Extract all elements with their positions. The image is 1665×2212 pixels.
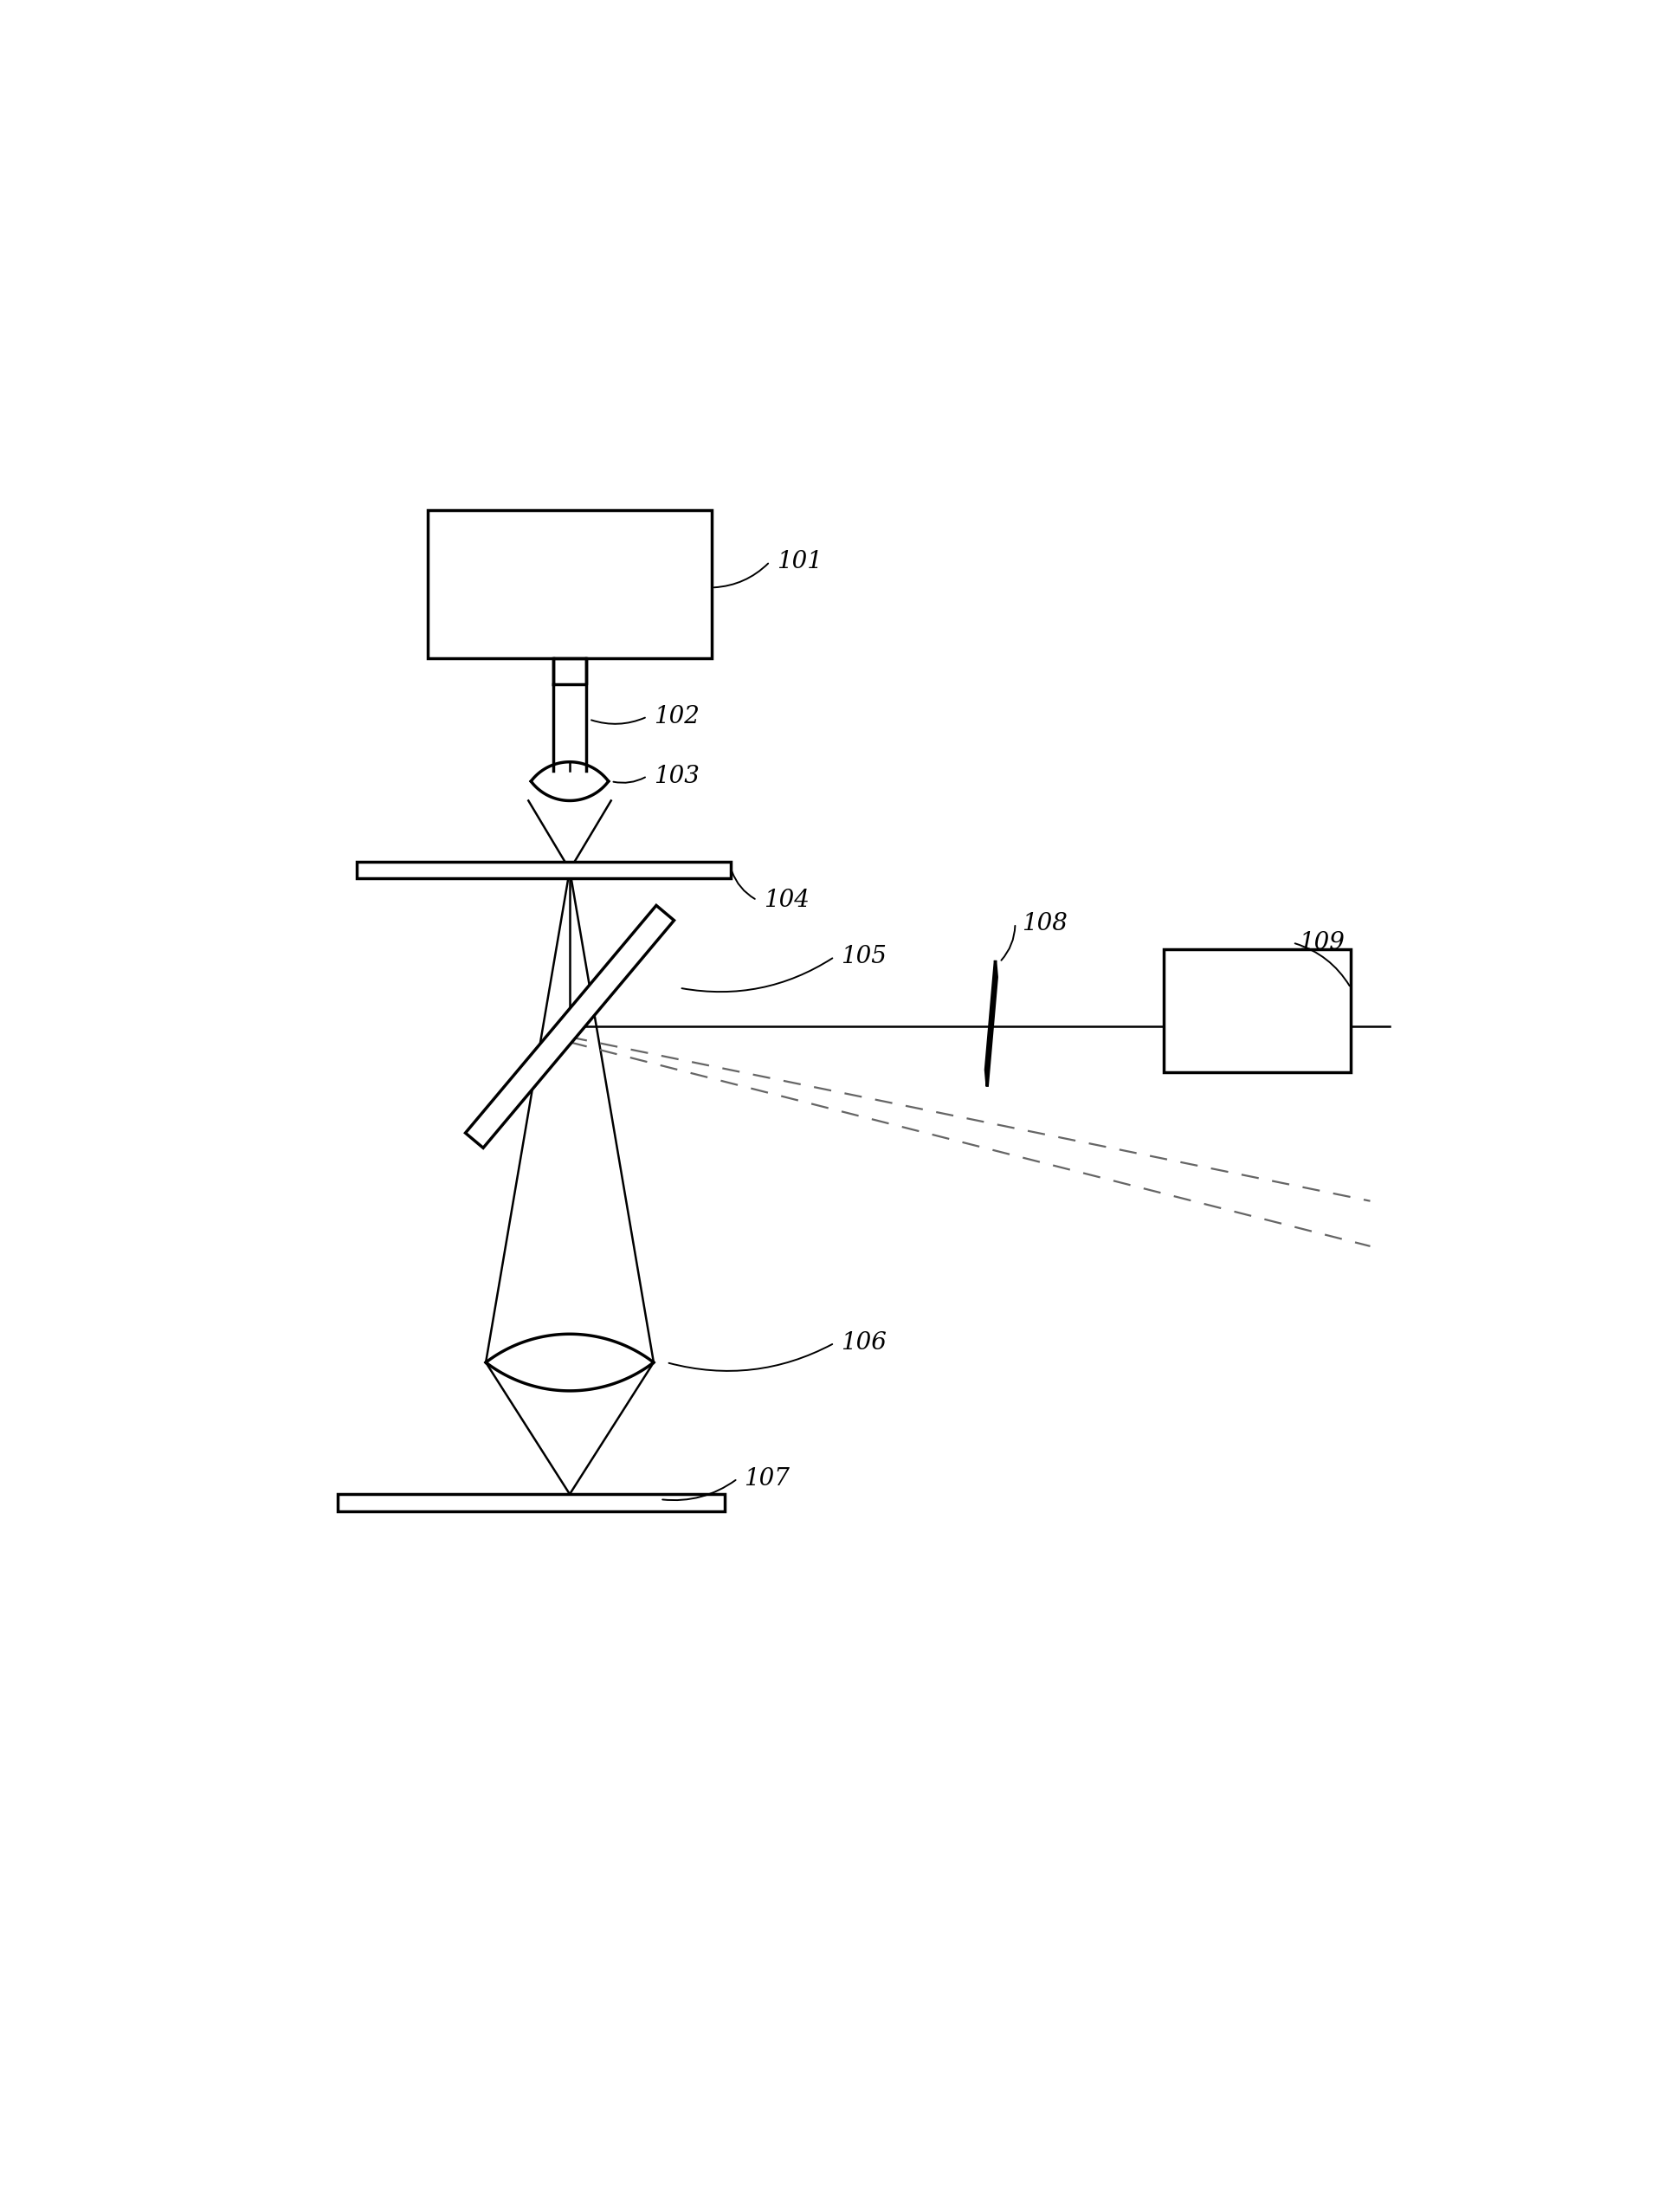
Text: 108: 108 [1021, 911, 1067, 936]
Polygon shape [465, 905, 674, 1148]
FancyBboxPatch shape [356, 860, 731, 878]
FancyBboxPatch shape [336, 1493, 724, 1511]
Text: 101: 101 [776, 551, 821, 573]
Text: 106: 106 [841, 1332, 886, 1354]
Text: 109: 109 [1299, 931, 1344, 953]
Text: 105: 105 [841, 945, 886, 969]
Text: 103: 103 [653, 765, 699, 787]
Polygon shape [986, 960, 996, 1086]
FancyBboxPatch shape [1162, 949, 1350, 1073]
Text: 104: 104 [763, 889, 809, 911]
Text: 102: 102 [653, 706, 699, 728]
FancyBboxPatch shape [428, 511, 711, 659]
Text: 107: 107 [744, 1467, 789, 1491]
